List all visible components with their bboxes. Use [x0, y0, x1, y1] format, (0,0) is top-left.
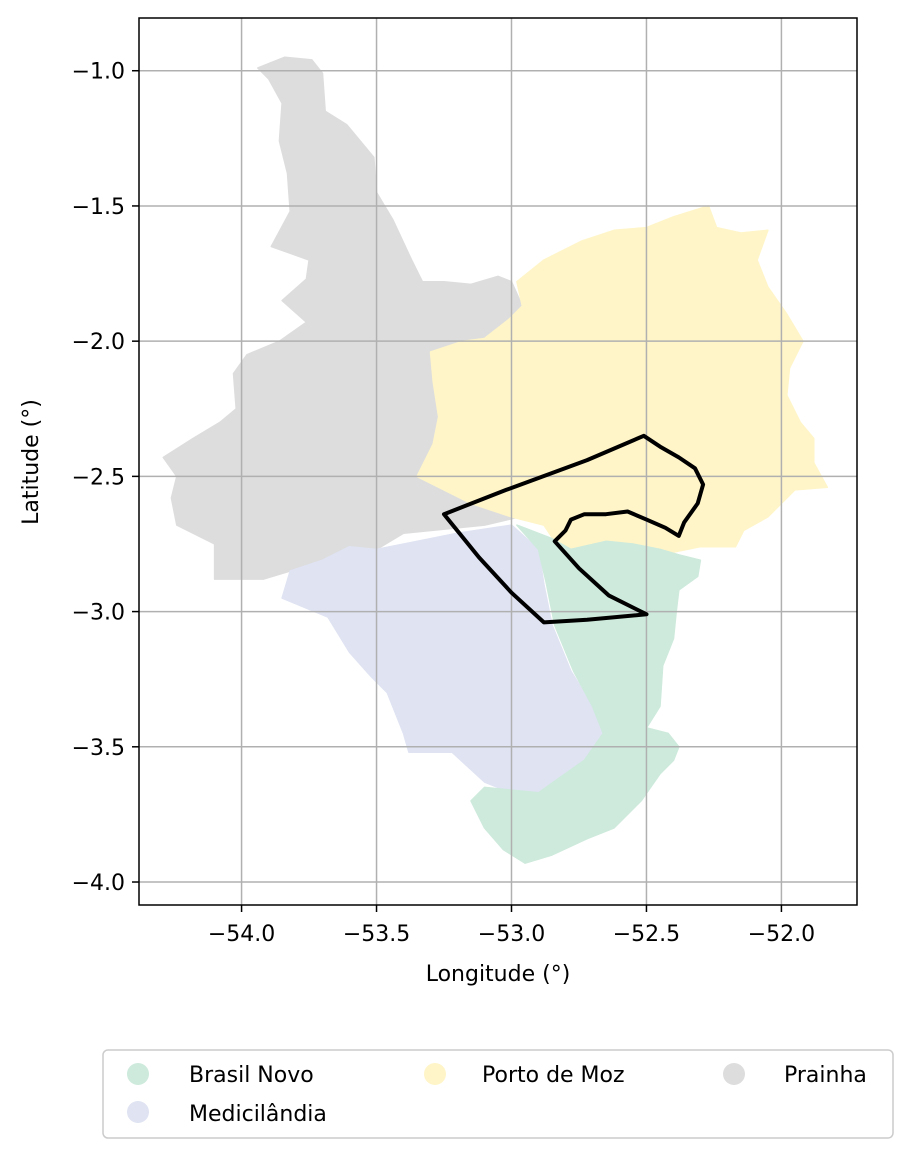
x-tick-label: −54.0: [208, 922, 275, 947]
y-tick-label: −3.0: [72, 601, 125, 626]
x-tick-label: −53.0: [478, 922, 545, 947]
x-tick-label: −52.0: [748, 922, 815, 947]
regions-layer: [162, 56, 829, 864]
legend: Brasil Novo Medicilândia Porto de Moz Pr…: [102, 1049, 894, 1139]
plot-frame: [138, 17, 858, 906]
y-axis-ticks: −1.0 −1.5 −2.0 −2.5 −3.0 −3.5 −4.0: [72, 60, 139, 896]
x-tick-label: −53.5: [343, 922, 410, 947]
legend-label-prainha: Prainha: [784, 1063, 867, 1088]
x-axis-title: Longitude (°): [426, 962, 571, 987]
legend-label-porto-de-moz: Porto de Moz: [482, 1063, 625, 1088]
grid-layer: [139, 18, 857, 905]
legend-marker-prainha: [723, 1063, 745, 1085]
y-tick-label: −2.5: [72, 465, 125, 490]
y-tick-label: −3.5: [72, 736, 125, 761]
legend-marker-porto-de-moz: [424, 1063, 446, 1085]
legend-marker-medicilandia: [127, 1101, 149, 1123]
legend-label-medicilandia: Medicilândia: [189, 1102, 327, 1127]
region-prainha: [162, 56, 524, 580]
study-area-outline-layer: [442, 433, 706, 625]
x-tick-label: −52.5: [613, 922, 680, 947]
legend-label-brasil-novo: Brasil Novo: [189, 1063, 314, 1088]
y-tick-label: −1.5: [72, 195, 125, 220]
x-axis-ticks: −54.0 −53.5 −53.0 −52.5 −52.0: [208, 905, 815, 947]
study-area-outline: [442, 433, 706, 625]
y-axis-title: Latitude (°): [19, 399, 44, 525]
legend-marker-brasil-novo: [127, 1063, 149, 1085]
region-brasil-novo: [470, 524, 702, 864]
y-tick-label: −1.0: [72, 60, 125, 85]
region-medicilandia: [281, 524, 605, 797]
y-tick-label: −2.0: [72, 330, 125, 355]
legend-frame: [102, 1049, 894, 1139]
y-tick-label: −4.0: [72, 871, 125, 896]
